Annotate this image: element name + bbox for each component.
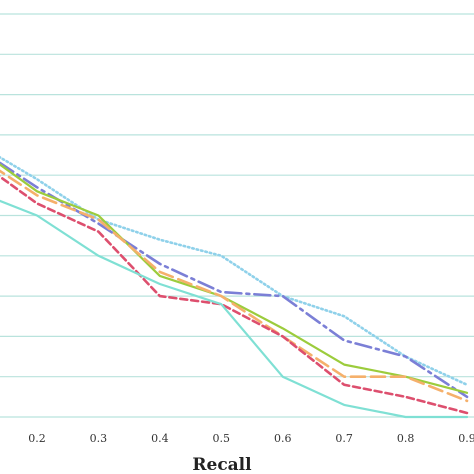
gridlines bbox=[0, 13, 474, 418]
x-axis-label: Recall bbox=[192, 455, 252, 474]
series-line-6 bbox=[0, 199, 469, 419]
series-line-4 bbox=[0, 169, 469, 403]
x-tick-labels: 0.2 0.3 0.4 0.5 0.6 0.7 0.8 0.9 bbox=[28, 432, 474, 445]
series-line-5 bbox=[0, 175, 469, 415]
series-line-2 bbox=[0, 161, 469, 399]
x-tick-label: 0.3 bbox=[90, 432, 108, 445]
x-tick-label: 0.7 bbox=[335, 432, 353, 445]
series-lines bbox=[0, 155, 469, 419]
x-tick-label: 0.2 bbox=[28, 432, 46, 445]
x-tick-label: 0.4 bbox=[151, 432, 169, 445]
x-tick-label: 0.6 bbox=[274, 432, 292, 445]
x-tick-label: 0.5 bbox=[213, 432, 231, 445]
x-tick-label: 0.8 bbox=[397, 432, 415, 445]
series-line-3 bbox=[0, 163, 469, 394]
x-tick-label: 0.9 bbox=[458, 432, 474, 445]
series-line-1 bbox=[0, 155, 469, 387]
